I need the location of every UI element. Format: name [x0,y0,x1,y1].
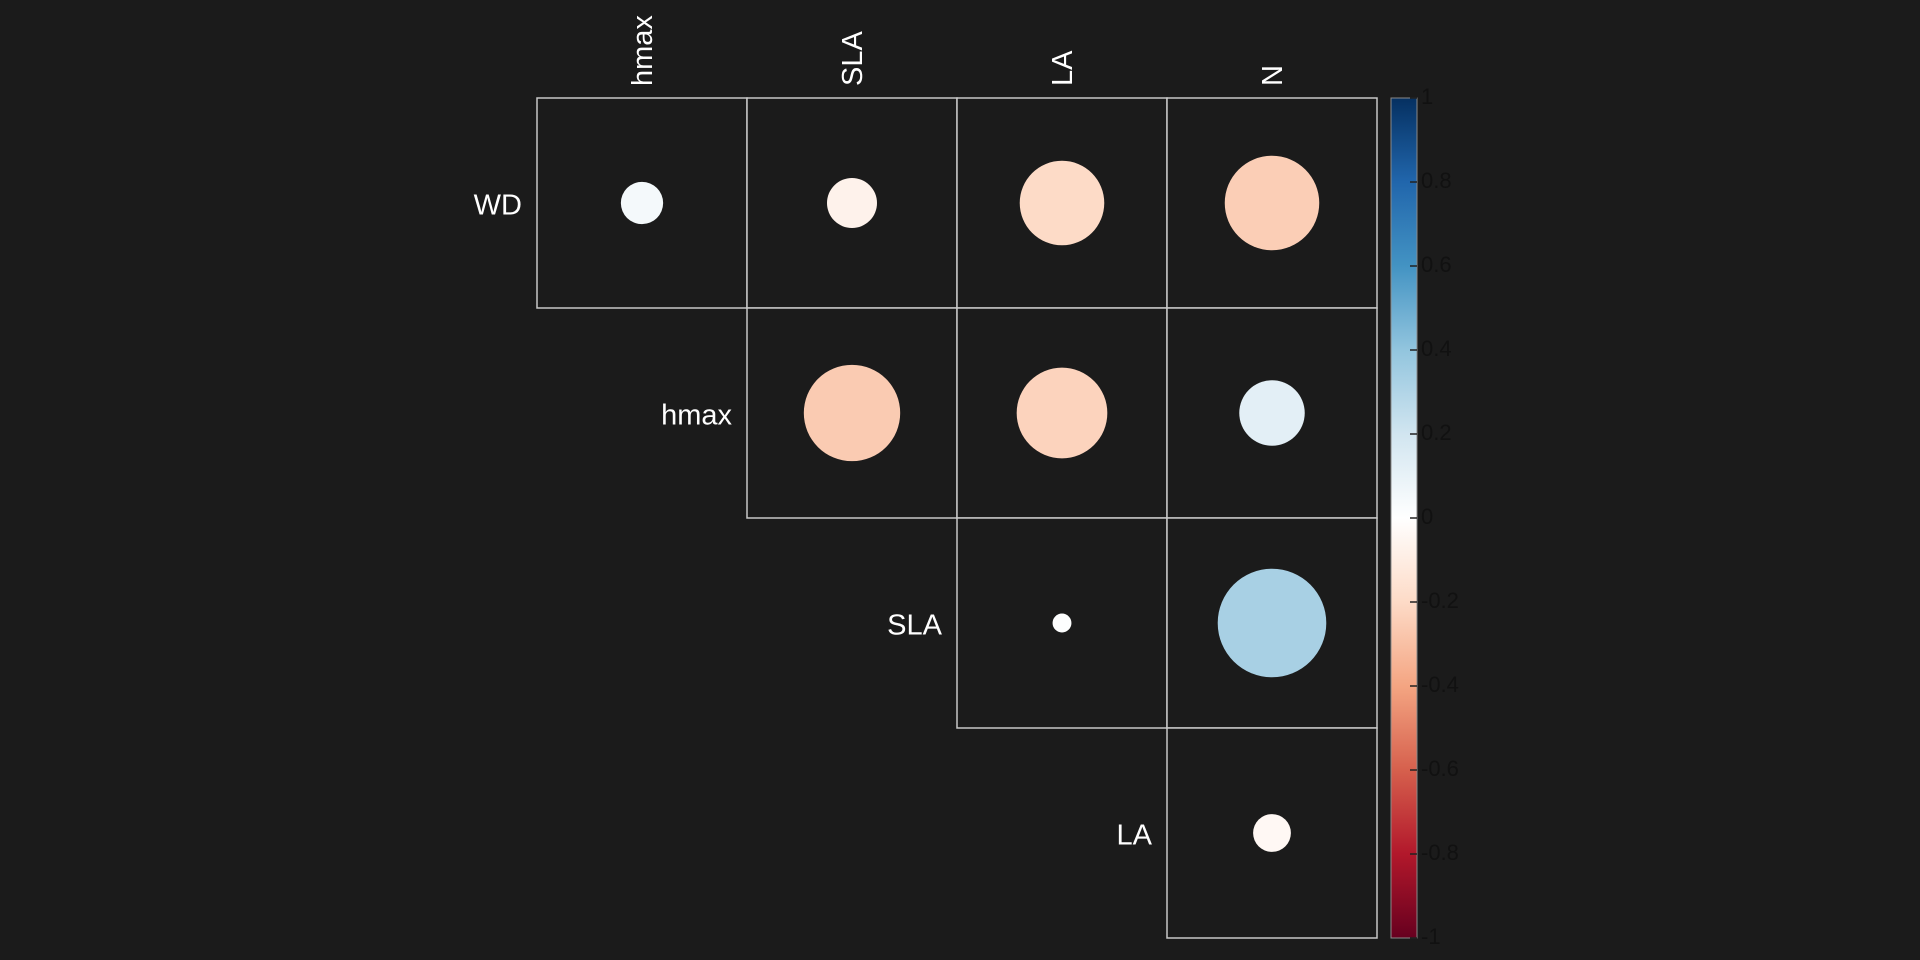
colorbar-tick-label: 0.6 [1421,252,1452,277]
col-label-hmax: hmax [627,15,659,86]
colorbar-tick-label: 1 [1421,84,1433,109]
circle-hmax-N [1239,380,1305,446]
colorbar-tick-label: 0.4 [1421,336,1452,361]
circle-WD-SLA [826,177,878,229]
colorbar-tick-label: -0.8 [1421,840,1459,865]
color-legend: 1 0.8 0.6 0.4 0.2 0 -0.2 -0.4 -0.6 -0.8 -1 [1390,84,1459,949]
colorbar-tick-label: 0 [1421,504,1433,529]
matrix-grid [536,97,1378,939]
circle-SLA-LA [1052,613,1072,633]
circle-WD-hmax [620,181,664,225]
circle-SLA-N [1217,568,1327,678]
colorbar-tick-label: 0.2 [1421,420,1452,445]
circle-WD-N [1224,155,1320,251]
col-label-N: N [1257,65,1289,86]
circle-hmax-SLA [803,364,901,462]
col-label-LA: LA [1047,50,1079,86]
colorbar-tick-label: 0.8 [1421,168,1452,193]
colorbar-tick-label: -0.2 [1421,588,1459,613]
row-label-SLA: SLA [887,610,942,642]
colorbar-tick-label: -1 [1421,924,1441,949]
circle-hmax-LA [1016,367,1108,459]
row-label-WD: WD [474,190,522,222]
row-label-hmax: hmax [661,400,732,432]
circle-LA-N [1253,814,1291,852]
col-label-SLA: SLA [837,31,869,86]
row-label-LA: LA [1117,820,1153,852]
circle-WD-LA [1019,160,1105,246]
colorbar-tick-label: -0.6 [1421,756,1459,781]
axis-labels: hmax SLA LA N WD hmax SLA LA [474,15,1289,852]
colorbar-tick-label: -0.4 [1421,672,1459,697]
